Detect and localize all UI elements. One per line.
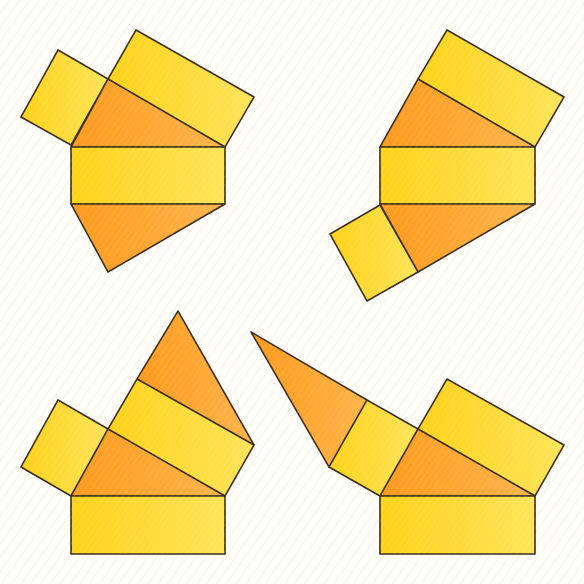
net-top-left bbox=[20, 29, 255, 273]
net2-hatch-overlay bbox=[330, 30, 564, 301]
net1-hatch-overlay bbox=[21, 30, 254, 272]
net3-hatch-overlay bbox=[21, 311, 254, 554]
net-bottom-left bbox=[20, 310, 255, 555]
net-bottom-right bbox=[250, 331, 565, 555]
net-top-right bbox=[329, 29, 565, 302]
net4-hatch-overlay bbox=[251, 332, 564, 554]
